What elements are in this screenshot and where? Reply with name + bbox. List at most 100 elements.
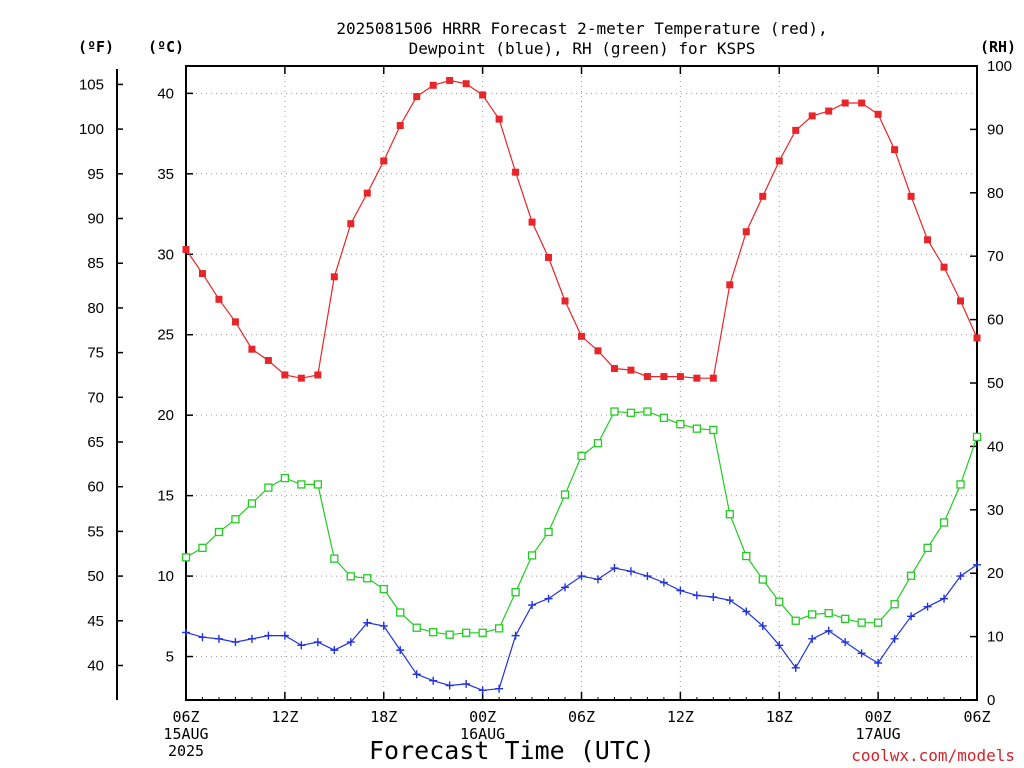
temperature-point bbox=[627, 366, 635, 374]
dewpoint-point bbox=[742, 607, 751, 616]
rh-point bbox=[593, 439, 603, 448]
temperature-point bbox=[413, 93, 421, 101]
dewpoint-point bbox=[346, 638, 355, 647]
dewpoint-point bbox=[561, 583, 570, 592]
rh-point bbox=[214, 527, 224, 537]
dewpoint-point bbox=[330, 646, 339, 655]
temperature-point bbox=[330, 273, 338, 281]
temperature-point bbox=[512, 168, 520, 176]
temperature-point bbox=[825, 107, 833, 115]
dewpoint-point bbox=[182, 628, 190, 637]
dewpoint-point bbox=[808, 634, 817, 643]
temperature-point bbox=[396, 122, 404, 130]
rh-tick-label: 0 bbox=[987, 692, 995, 709]
dewpoint-point bbox=[478, 686, 487, 695]
temperature-point bbox=[907, 192, 915, 200]
dewpoint-point bbox=[379, 621, 388, 630]
rh-point bbox=[280, 473, 290, 483]
temperature-point bbox=[940, 263, 948, 271]
x-tick-label: 00Z bbox=[469, 708, 496, 726]
x-tick-label: 06Z bbox=[568, 708, 595, 726]
x-tick-label: 17AUG bbox=[856, 725, 901, 743]
chart-title-line-1: 2025081506 HRRR Forecast 2-meter Tempera… bbox=[336, 19, 827, 38]
axes bbox=[116, 65, 978, 701]
temperature-point bbox=[957, 297, 965, 305]
dewpoint-point bbox=[709, 593, 718, 602]
dewpoint-point bbox=[247, 634, 256, 643]
rh-point bbox=[478, 628, 487, 637]
fahrenheit-unit-label: (ºF) bbox=[78, 38, 114, 56]
temperature-point bbox=[578, 332, 585, 340]
temperature-point bbox=[660, 373, 668, 381]
temperature-point bbox=[924, 236, 932, 244]
dewpoint-point bbox=[923, 602, 932, 611]
x-tick-label: 00Z bbox=[865, 708, 892, 726]
dewpoint-point bbox=[725, 596, 734, 605]
credit-text: coolwx.com/models bbox=[851, 746, 1015, 765]
rh-point bbox=[445, 630, 454, 639]
rh-point bbox=[923, 543, 932, 552]
x-tick-label: 12Z bbox=[271, 708, 298, 726]
temperature-point bbox=[528, 218, 536, 226]
rh-tick-label: 90 bbox=[987, 121, 1004, 138]
temperature-point bbox=[726, 281, 734, 289]
celsius-tick-label: 15 bbox=[157, 488, 174, 505]
temperature-point bbox=[446, 76, 454, 84]
temperature-point bbox=[693, 374, 701, 382]
temperature-point bbox=[264, 356, 272, 364]
dewpoint-series bbox=[182, 560, 981, 695]
dewpoint-point bbox=[214, 634, 223, 643]
rh-point bbox=[297, 480, 306, 489]
dewpoint-point bbox=[511, 631, 520, 640]
rh-tick-label: 50 bbox=[987, 375, 1004, 392]
temperature-point bbox=[248, 345, 256, 353]
rh-point bbox=[494, 624, 504, 633]
dewpoint-point bbox=[956, 572, 965, 581]
rh-point bbox=[676, 420, 685, 429]
celsius-tick-label: 30 bbox=[157, 246, 174, 263]
dewpoint-point bbox=[841, 638, 850, 647]
rh-point bbox=[610, 407, 619, 416]
celsius-tick-label: 25 bbox=[157, 327, 174, 344]
temperature-point bbox=[643, 373, 651, 381]
fahrenheit-tick-label: 60 bbox=[87, 479, 104, 496]
rh-point bbox=[231, 515, 240, 524]
dewpoint-point bbox=[676, 586, 685, 595]
dewpoint-point bbox=[313, 638, 322, 647]
temperature-point bbox=[198, 270, 206, 278]
fahrenheit-tick-label: 90 bbox=[87, 211, 104, 228]
celsius-unit-label: (ºC) bbox=[148, 38, 184, 56]
dewpoint-point bbox=[857, 649, 866, 658]
fahrenheit-tick-label: 70 bbox=[87, 389, 104, 406]
rh-tick-label: 20 bbox=[987, 565, 1004, 582]
tick-labels: 5101520253035404045505560657075808590951… bbox=[79, 58, 1012, 760]
x-tick-label: 16AUG bbox=[460, 725, 505, 743]
temperature-point bbox=[347, 220, 355, 228]
dewpoint-point bbox=[264, 631, 273, 640]
x-tick-label: 18Z bbox=[370, 708, 397, 726]
x-tick-label: 15AUG bbox=[163, 725, 208, 743]
dewpoint-point bbox=[907, 612, 916, 621]
rh-point bbox=[841, 614, 850, 623]
dewpoint-point bbox=[297, 641, 306, 650]
rh-point bbox=[725, 510, 734, 519]
temperature-point bbox=[891, 146, 899, 154]
fahrenheit-tick-label: 40 bbox=[87, 657, 104, 674]
temperature-point bbox=[545, 253, 553, 261]
temperature-point bbox=[495, 115, 503, 123]
dewpoint-point bbox=[412, 670, 421, 679]
temperature-point bbox=[775, 157, 783, 165]
temperature-point bbox=[610, 365, 618, 373]
dewpoint-point bbox=[544, 594, 553, 603]
dewpoint-point bbox=[874, 658, 883, 667]
dewpoint-point bbox=[577, 572, 586, 581]
dewpoint-point bbox=[593, 575, 602, 584]
rh-point bbox=[873, 618, 883, 627]
rh-tick-label: 10 bbox=[987, 629, 1004, 646]
fahrenheit-tick-label: 100 bbox=[79, 121, 104, 138]
temperature-point bbox=[742, 228, 750, 236]
rh-point bbox=[577, 451, 586, 461]
dewpoint-point bbox=[363, 618, 372, 627]
temperature-series bbox=[182, 76, 981, 382]
